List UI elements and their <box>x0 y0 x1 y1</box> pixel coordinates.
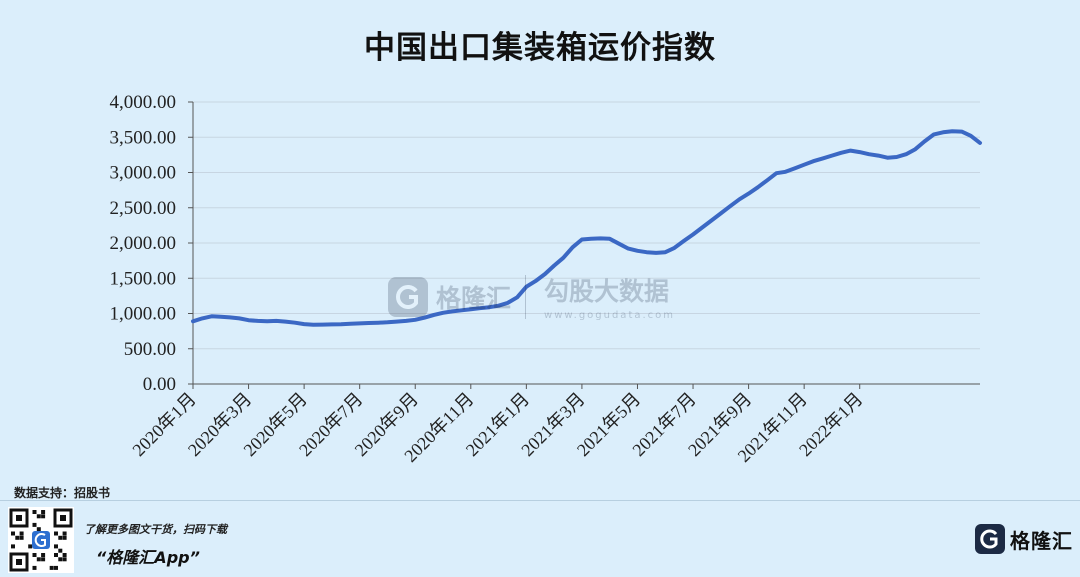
axes <box>188 101 980 389</box>
y-tick-label: 500.00 <box>124 339 176 360</box>
logo-name: 格隆汇 <box>1010 528 1073 553</box>
watermark-brand: 勾股大数据 <box>544 277 670 306</box>
y-tick-label: 1,500.00 <box>110 268 177 289</box>
y-tick-label: 1,000.00 <box>110 304 177 325</box>
source-note: 数据支持：招股书 <box>14 486 111 500</box>
chart-title: 中国出口集装箱运价指数 <box>364 30 716 66</box>
y-tick-label: 2,000.00 <box>110 233 177 254</box>
y-tick-label: 3,000.00 <box>110 163 177 184</box>
grid <box>193 101 980 350</box>
y-tick-label: 4,000.00 <box>110 92 177 113</box>
series-line <box>191 129 982 327</box>
watermark-name: 格隆汇 <box>436 283 512 313</box>
promo-text: 了解更多图文干货，扫码下载 <box>84 523 227 536</box>
line-chart: 0.00 500.00 1,000.00 1,500.00 2,000.00 2,500.… <box>110 92 982 466</box>
brand-logo: 格隆汇 <box>975 522 1073 556</box>
g-logo-icon <box>388 276 428 317</box>
qr-code-icon <box>8 507 74 573</box>
y-tick-label: 2,500.00 <box>110 198 177 219</box>
footer-divider <box>0 500 1080 501</box>
y-tick-labels: 0.00 500.00 1,000.00 1,500.00 2,000.00 2,500.… <box>110 92 177 395</box>
app-name: “格隆汇App” <box>96 548 200 567</box>
y-tick-label: 3,500.00 <box>110 127 177 148</box>
series <box>191 129 982 327</box>
x-tick-labels: 2020年1月2020年3月2020年5月2020年7月2020年9月2020年… <box>128 389 866 466</box>
watermark: 格隆汇 勾股大数据 www.gogudata.com <box>388 272 675 321</box>
g-logo-icon <box>975 524 1005 554</box>
watermark-url: www.gogudata.com <box>544 310 676 321</box>
y-tick-label: 0.00 <box>143 374 176 395</box>
